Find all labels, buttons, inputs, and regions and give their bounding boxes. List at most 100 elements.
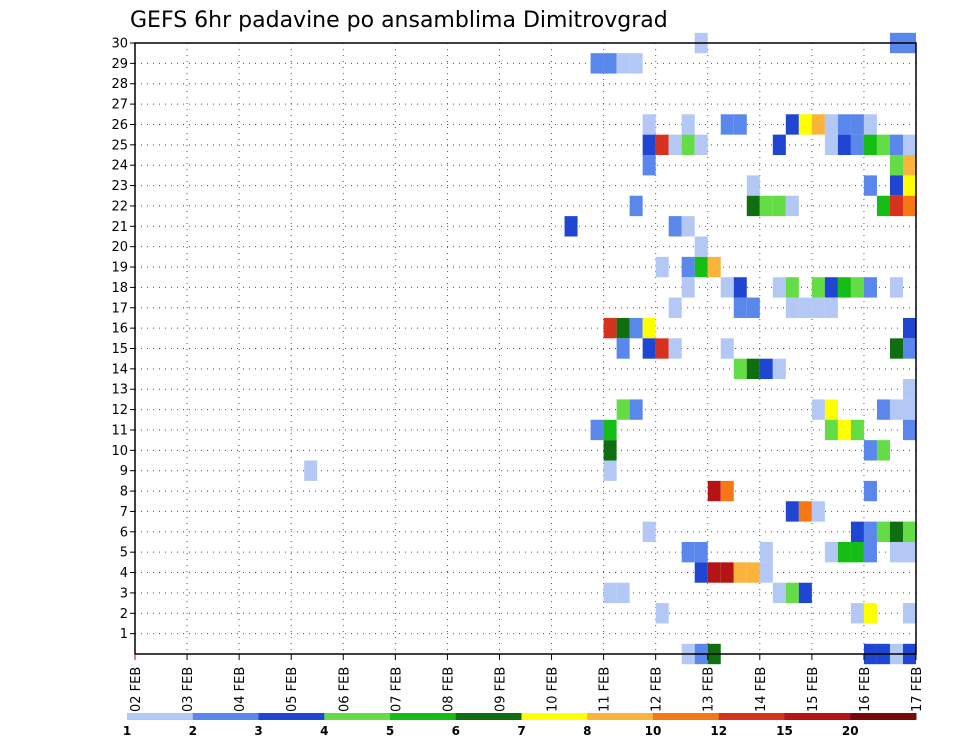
- x-axis: 02 FEB 03 FEB 04 FEB 05 FEB 06 FEB 07 FEB 08 F…: [129, 654, 925, 712]
- y-tick-label: 23: [111, 179, 128, 194]
- heatmap-cell: [837, 114, 851, 135]
- legend-label: 5: [386, 724, 394, 738]
- legend-swatch: [127, 713, 194, 720]
- heatmap-cell: [902, 419, 916, 441]
- heatmap-cell: [629, 399, 643, 420]
- x-tick-label: 13 FEB: [702, 667, 717, 712]
- heatmap-cell: [798, 297, 812, 318]
- heatmap-cell: [616, 399, 630, 420]
- heatmap-cell: [759, 562, 773, 583]
- heatmap-cell: [603, 53, 617, 74]
- heatmap-cell: [902, 317, 916, 339]
- y-tick-label: 26: [111, 118, 128, 133]
- heatmap-cell: [668, 216, 682, 237]
- heatmap-cell: [785, 195, 799, 217]
- heatmap-cell: [668, 297, 682, 318]
- heatmap-cell: [863, 277, 877, 298]
- heatmap-cell: [564, 216, 578, 237]
- heatmap-cell: [746, 297, 760, 318]
- x-tick-label: 09 FEB: [494, 667, 509, 712]
- y-tick-label: 13: [111, 383, 128, 398]
- heatmap-cell: [694, 236, 708, 257]
- y-tick-label: 27: [111, 98, 128, 113]
- legend-label: 8: [583, 724, 591, 738]
- y-tick-label: 12: [111, 403, 128, 418]
- heatmap-cell: [850, 521, 864, 542]
- heatmap-cell: [655, 338, 669, 359]
- y-tick-label: 24: [111, 159, 128, 174]
- legend-swatch: [324, 713, 391, 720]
- heatmap-cell: [902, 603, 916, 624]
- heatmap-cell: [642, 134, 656, 156]
- heatmap-cell: [902, 195, 916, 217]
- heatmap-cell: [876, 195, 890, 217]
- y-tick-label: 6: [120, 525, 128, 540]
- heatmap-cell: [629, 53, 643, 74]
- heatmap-cell: [642, 114, 656, 135]
- heatmap-cell: [681, 256, 695, 278]
- heatmap-cell: [720, 480, 734, 502]
- x-tick-label: 03 FEB: [181, 667, 196, 712]
- heatmap-cell: [746, 358, 760, 380]
- heatmap-cell: [889, 541, 903, 563]
- x-tick-label: 02 FEB: [129, 667, 144, 712]
- heatmap-cell: [863, 480, 877, 502]
- heatmap-cell: [668, 338, 682, 359]
- x-tick-label: 15 FEB: [806, 667, 821, 712]
- legend-swatch: [653, 713, 720, 720]
- heatmap-cell: [811, 501, 825, 522]
- heatmap-cell: [681, 134, 695, 156]
- heatmap-cell: [902, 379, 916, 400]
- legend-swatch: [784, 713, 851, 720]
- heatmap-cell: [785, 297, 799, 318]
- heatmap-cell: [902, 541, 916, 563]
- heatmap-cell: [720, 338, 734, 359]
- legend-swatch: [390, 713, 457, 720]
- heatmap-cell: [889, 175, 903, 196]
- heatmap-cell: [902, 521, 916, 542]
- heatmap-cell: [850, 277, 864, 298]
- heatmap-cell: [590, 419, 604, 441]
- heatmap-cell: [733, 358, 747, 380]
- y-tick-label: 17: [111, 301, 128, 316]
- heatmap-cell: [863, 114, 877, 135]
- legend-swatch: [718, 713, 785, 720]
- legend-swatch: [521, 713, 588, 720]
- y-tick-label: 1: [120, 627, 128, 642]
- heatmap-cell: [824, 134, 838, 156]
- heatmap-cell: [759, 195, 773, 217]
- heatmap-cell: [642, 521, 656, 542]
- heatmap-cell: [642, 338, 656, 359]
- heatmap-cell: [876, 134, 890, 156]
- heatmap-cell: [616, 317, 630, 339]
- y-tick-label: 30: [111, 37, 128, 52]
- heatmap-cell: [707, 562, 721, 583]
- legend-swatch: [455, 713, 522, 720]
- heatmap-cell: [655, 134, 669, 156]
- heatmap-cell: [811, 399, 825, 420]
- heatmap-cell: [746, 175, 760, 196]
- heatmap-cell: [902, 338, 916, 359]
- heatmap-cell: [850, 114, 864, 135]
- heatmap-cell: [629, 195, 643, 217]
- y-tick-label: 21: [111, 220, 128, 235]
- y-tick-label: 2: [120, 607, 128, 622]
- heatmap-cell: [733, 114, 747, 135]
- heatmap-cell: [603, 317, 617, 339]
- heatmap-cell: [889, 277, 903, 298]
- heatmap-cell: [876, 521, 890, 542]
- x-tick-label: 08 FEB: [441, 667, 456, 712]
- heatmap-cell: [707, 256, 721, 278]
- y-tick-label: 28: [111, 77, 128, 92]
- heatmap-cell: [798, 582, 812, 604]
- y-tick-label: 25: [111, 138, 128, 153]
- heatmap-cell: [694, 562, 708, 583]
- heatmap-cell: [785, 277, 799, 298]
- heatmap-cell: [655, 603, 669, 624]
- heatmap-cell: [772, 277, 786, 298]
- heatmap-cell: [863, 541, 877, 563]
- heatmap-cell: [824, 541, 838, 563]
- heatmap-cell: [772, 195, 786, 217]
- heatmap-cell: [603, 440, 617, 461]
